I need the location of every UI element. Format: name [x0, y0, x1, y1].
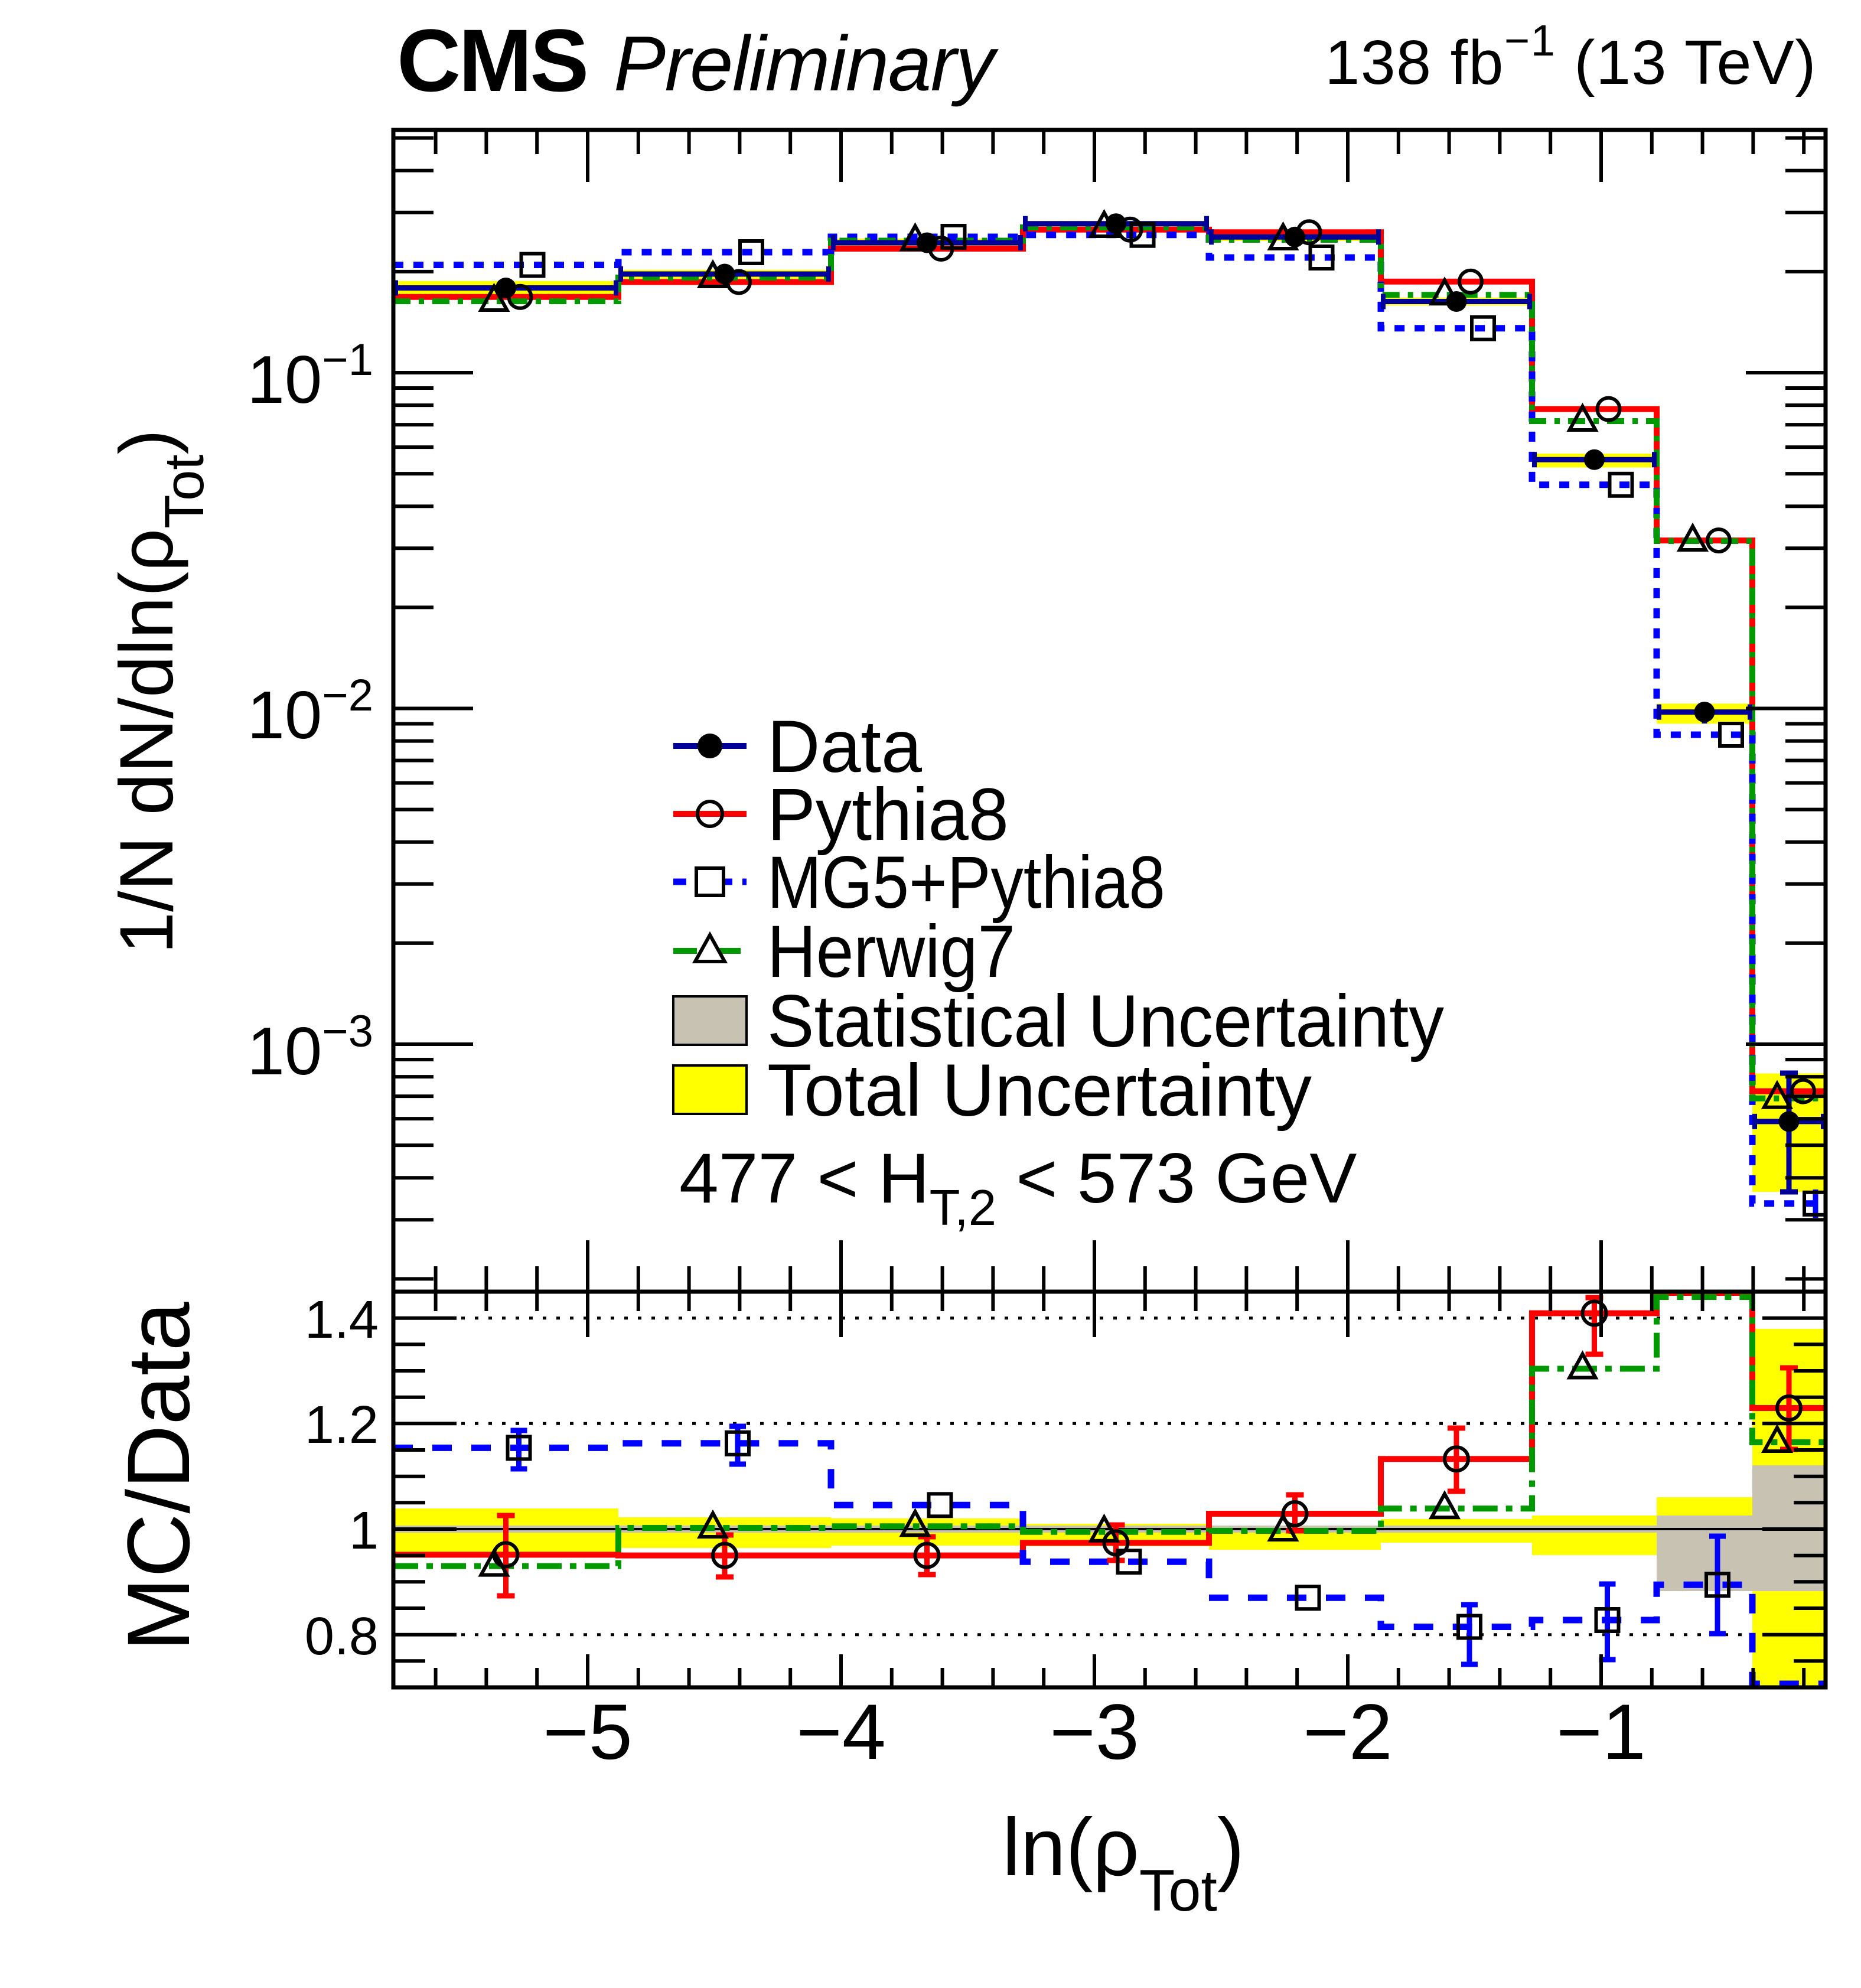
svg-text:Data: Data — [767, 706, 922, 788]
svg-text:−5: −5 — [543, 1689, 633, 1776]
svg-text:MC/Data: MC/Data — [109, 1302, 208, 1651]
svg-text:0.8: 0.8 — [305, 1607, 379, 1666]
svg-text:−1: −1 — [1556, 1689, 1646, 1776]
svg-text:Herwig7: Herwig7 — [767, 911, 1015, 993]
svg-text:−4: −4 — [796, 1689, 886, 1776]
svg-text:Statistical Uncertainty: Statistical Uncertainty — [767, 980, 1444, 1063]
svg-text:138 fb−1 (13 TeV): 138 fb−1 (13 TeV) — [1325, 16, 1817, 97]
svg-text:MG5+Pythia8: MG5+Pythia8 — [767, 842, 1165, 924]
svg-text:1: 1 — [349, 1501, 379, 1560]
svg-text:−2: −2 — [1303, 1689, 1393, 1776]
svg-text:−3: −3 — [1050, 1689, 1139, 1776]
svg-text:Total Uncertainty: Total Uncertainty — [767, 1050, 1312, 1132]
svg-text:Preliminary: Preliminary — [614, 20, 999, 107]
svg-text:1.4: 1.4 — [305, 1290, 379, 1350]
svg-text:CMS: CMS — [397, 11, 586, 110]
svg-text:Pythia8: Pythia8 — [767, 774, 1009, 856]
svg-text:1.2: 1.2 — [305, 1396, 379, 1455]
